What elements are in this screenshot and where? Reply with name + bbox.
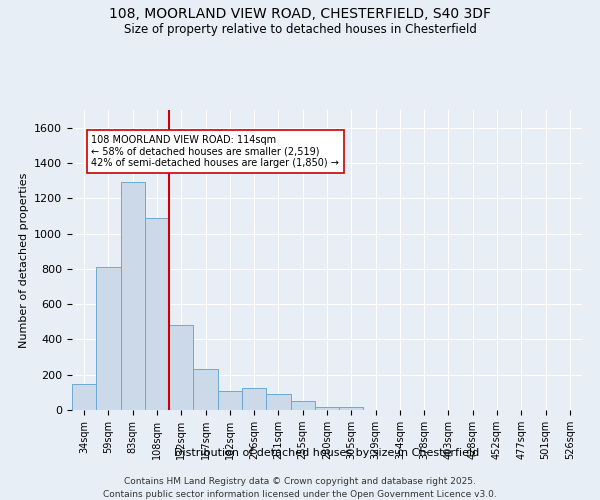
Text: 108 MOORLAND VIEW ROAD: 114sqm
← 58% of detached houses are smaller (2,519)
42% : 108 MOORLAND VIEW ROAD: 114sqm ← 58% of … (91, 134, 340, 168)
Bar (193, 370, 218, 410)
Bar (96, 267, 121, 410)
Text: Contains public sector information licensed under the Open Government Licence v3: Contains public sector information licen… (103, 490, 497, 499)
Bar (121, 182, 145, 410)
Bar (145, 218, 169, 410)
Text: Distribution of detached houses by size in Chesterfield: Distribution of detached houses by size … (175, 448, 479, 458)
Bar (266, 394, 290, 410)
Text: 108, MOORLAND VIEW ROAD, CHESTERFIELD, S40 3DF: 108, MOORLAND VIEW ROAD, CHESTERFIELD, S… (109, 8, 491, 22)
Bar (72, 384, 96, 410)
Bar (242, 388, 266, 410)
Bar (169, 326, 193, 410)
Bar (339, 407, 364, 410)
Text: Contains HM Land Registry data © Crown copyright and database right 2025.: Contains HM Land Registry data © Crown c… (124, 478, 476, 486)
Bar (218, 390, 242, 410)
Y-axis label: Number of detached properties: Number of detached properties (19, 172, 29, 348)
Bar (290, 401, 315, 410)
Text: Size of property relative to detached houses in Chesterfield: Size of property relative to detached ho… (124, 22, 476, 36)
Bar (315, 407, 339, 410)
